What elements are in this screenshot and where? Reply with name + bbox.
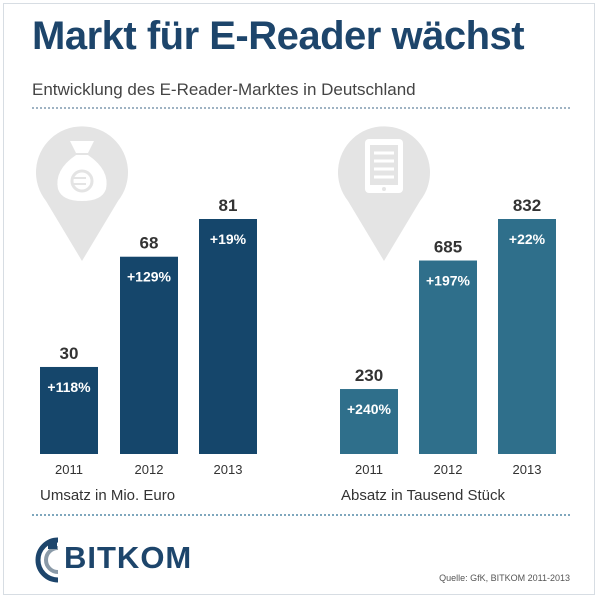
left-bar-2012 (120, 256, 178, 454)
right-category-label-2012: 2012 (434, 462, 463, 477)
left-category-label-2011: 2011 (55, 462, 83, 477)
bitkom-logo-text: BITKOM (64, 540, 193, 575)
page-subtitle: Entwicklung des E-Reader-Marktes in Deut… (32, 80, 416, 99)
money-bag-euro-icon (36, 126, 128, 262)
right-bar-2012 (419, 260, 477, 454)
right-category-label-2013: 2013 (513, 462, 542, 477)
right-growth-label-2013: +22% (509, 231, 546, 247)
right-bar-2011 (340, 389, 398, 454)
left-value-label-2012: 68 (140, 234, 159, 253)
left-bar-2011 (40, 366, 98, 454)
page-title: Markt für E-Reader wächst (32, 14, 525, 58)
left-value-label-2011: 30 (60, 344, 79, 363)
right-chart-xlabel: Absatz in Tausend Stück (341, 487, 505, 504)
left-bar-2013 (199, 219, 257, 454)
right-value-label-2011: 230 (355, 366, 383, 385)
right-category-label-2011: 2011 (355, 462, 383, 477)
right-growth-label-2011: +240% (347, 401, 392, 417)
right-growth-label-2012: +197% (426, 273, 471, 289)
infographic-frame (3, 3, 595, 595)
right-value-label-2013: 832 (513, 196, 541, 215)
right-bar-2013 (498, 219, 556, 454)
bitkom-logo (35, 537, 59, 583)
left-growth-label-2011: +118% (47, 379, 91, 395)
left-category-label-2013: 2013 (214, 462, 243, 477)
divider-bottom (32, 514, 570, 516)
left-chart-xlabel: Umsatz in Mio. Euro (40, 487, 176, 504)
left-growth-label-2012: +129% (127, 269, 172, 285)
left-category-label-2012: 2012 (135, 462, 164, 477)
right-value-label-2012: 685 (434, 238, 462, 257)
left-value-label-2013: 81 (219, 196, 238, 215)
e-reader-tablet-icon (338, 126, 430, 262)
source-note: Quelle: GfK, BITKOM 2011-2013 (439, 573, 570, 583)
left-growth-label-2013: +19% (210, 231, 247, 247)
divider-top (32, 107, 570, 109)
